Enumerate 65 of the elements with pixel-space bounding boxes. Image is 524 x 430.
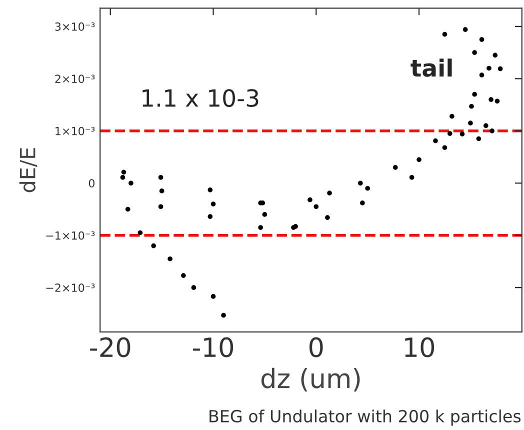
point <box>462 27 468 32</box>
x-tick-label: -20 <box>90 337 130 358</box>
point <box>358 180 363 186</box>
point <box>447 131 452 136</box>
point <box>479 72 484 78</box>
point <box>433 138 438 144</box>
point <box>262 212 268 217</box>
point <box>392 165 398 170</box>
text: BEG of Undulator with 200 k particles <box>210 410 521 426</box>
point <box>208 214 213 219</box>
point <box>308 197 312 202</box>
y-tick-label: −2×10⁻³ <box>46 284 95 292</box>
point <box>492 52 498 58</box>
point <box>191 285 196 290</box>
annotation: tail <box>410 58 452 77</box>
point <box>442 145 448 150</box>
annotation: 1.1 x 10-3 <box>142 89 258 107</box>
point <box>360 200 365 206</box>
point <box>159 188 164 194</box>
point <box>488 97 494 102</box>
y-tick-label: 3×10⁻³ <box>55 22 95 31</box>
point <box>221 312 226 318</box>
x-tick-label: 10 <box>405 337 434 358</box>
point <box>210 202 216 206</box>
point <box>498 66 503 72</box>
y-tick-label: 1×10⁻³ <box>56 126 95 136</box>
point <box>151 243 156 248</box>
point <box>460 132 465 136</box>
point <box>158 204 164 210</box>
point <box>476 136 482 142</box>
point <box>125 206 130 212</box>
y-axis-title: dE/E <box>19 148 38 192</box>
point <box>494 98 500 104</box>
point <box>327 190 332 196</box>
point <box>314 204 319 210</box>
point <box>479 37 484 42</box>
point <box>468 120 473 126</box>
x-axis-title: dz (um) <box>261 368 360 392</box>
point <box>258 225 263 230</box>
point <box>442 32 448 37</box>
point <box>469 104 474 109</box>
point <box>210 294 216 299</box>
x-tick-label: 0 <box>309 337 323 358</box>
point <box>490 128 494 134</box>
point <box>416 157 422 162</box>
point <box>409 174 414 180</box>
point <box>128 180 134 186</box>
point <box>486 66 492 71</box>
y-tick-label: −1×10⁻³ <box>46 231 95 240</box>
point <box>138 230 143 236</box>
point <box>158 174 164 180</box>
point <box>121 170 126 175</box>
point <box>483 123 488 128</box>
point <box>325 215 330 220</box>
point <box>365 186 370 191</box>
point <box>472 50 477 55</box>
point <box>472 92 477 97</box>
x-tick-label: -10 <box>192 337 234 358</box>
point <box>181 273 186 278</box>
y-tick-label: 0 <box>88 179 94 188</box>
y-tick-label: 2×10⁻³ <box>55 74 95 84</box>
point <box>120 174 126 180</box>
point <box>168 256 172 262</box>
point <box>450 114 454 119</box>
point <box>208 188 213 192</box>
